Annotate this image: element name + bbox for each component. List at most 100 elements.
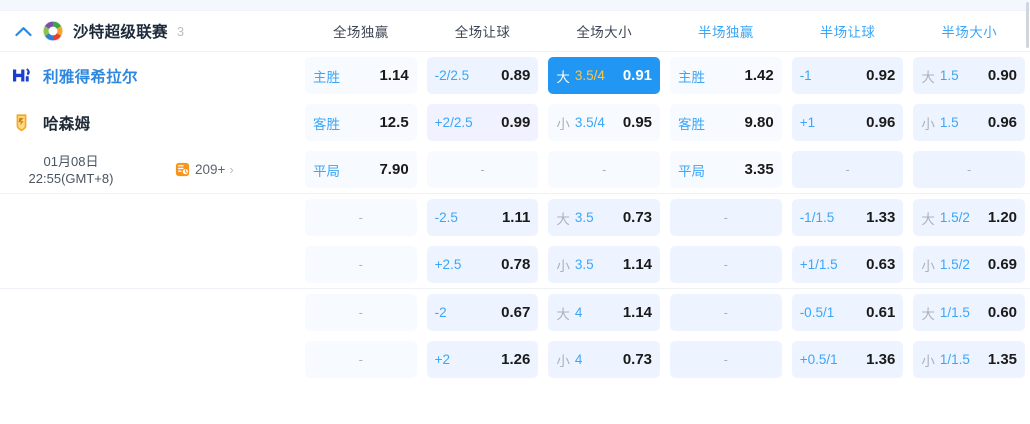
scrollbar-thumb[interactable] (1026, 2, 1029, 48)
odds-cell[interactable]: +2/2.5 0.99 (426, 104, 539, 141)
odds-cell[interactable]: 主胜 1.14 (305, 57, 417, 94)
odds-cell-slot: - (300, 341, 422, 378)
odds-line: 1.5 (939, 115, 959, 130)
odds-cell[interactable]: 客胜 9.80 (670, 104, 782, 141)
odds-label: 小 (556, 116, 570, 132)
spacer-row (11, 241, 300, 288)
tertiary-odds-grid: - -2 0.67 大 4 1.14- -0.5/1 0.61 大 1/1.5 0.60- +2 1.2… (300, 289, 1030, 383)
market-header-0[interactable]: 全场独赢 (333, 25, 389, 40)
odds-cell[interactable]: 小 3.5/4 0.95 (548, 104, 661, 141)
odds-label: -1/1.5 (799, 210, 835, 225)
odds-cell[interactable]: 小 1.5/2 0.69 (913, 246, 1026, 283)
odds-cell[interactable]: -2 0.67 (426, 294, 539, 331)
odds-cell[interactable]: +1/1.5 0.63 (791, 246, 904, 283)
odds-cell[interactable]: -2.5 1.11 (426, 199, 539, 236)
odds-cell[interactable]: -1/1.5 1.33 (791, 199, 904, 236)
odds-cell-slot: 平局 3.35 (665, 151, 787, 188)
odds-cell[interactable]: 大 1.5/2 1.20 (913, 199, 1026, 236)
odds-row: - +2 1.26 小 4 0.73- +0.5/1 1.36 小 1/1.5 1.35 (300, 336, 1030, 383)
odds-cell[interactable]: 大 3.5/4 0.91 (548, 57, 661, 94)
match-meta-row: 01月08日 22:55(GMT+8) 209+ (11, 146, 300, 193)
odds-cell[interactable]: 主胜 1.42 (670, 57, 782, 94)
odds-cell-empty: - (670, 199, 782, 236)
odds-label: 客胜 (313, 116, 340, 132)
market-header-5[interactable]: 半场大小 (941, 25, 997, 40)
odds-cell[interactable]: +2.5 0.78 (426, 246, 539, 283)
league-name[interactable]: 沙特超级联赛 (73, 24, 168, 41)
market-header-4[interactable]: 半场让球 (819, 25, 876, 40)
empty-dash: - (967, 162, 972, 177)
odds-cell-slot: 小 1/1.5 1.35 (908, 341, 1030, 378)
odds-cell[interactable]: 小 1.5 0.96 (913, 104, 1026, 141)
odds-row: - +2.5 0.78 小 3.5 1.14 - +1/1.5 0.63 小 1.5/2 0.69 (300, 241, 1030, 288)
odds-label: 大 (556, 211, 570, 227)
odds-cell[interactable]: -2/2.5 0.89 (426, 57, 539, 94)
odds-value: 0.61 (866, 304, 896, 321)
odds-value: 1.35 (987, 351, 1018, 368)
odds-cell[interactable]: +1 0.96 (791, 104, 904, 141)
chevron-up-icon[interactable] (10, 18, 36, 44)
odds-label: +2/2.5 (434, 115, 473, 130)
odds-cell[interactable]: 平局 3.35 (670, 151, 782, 188)
secondary-block: - -2.5 1.11 大 3.5 0.73 - -1/1.5 1.33 大 1.5/2 1.20 - +… (0, 193, 1030, 288)
odds-cell[interactable]: 大 1.5 0.90 (913, 57, 1026, 94)
odds-value: 0.92 (866, 67, 896, 84)
stats-count: 209+ (195, 162, 226, 177)
odds-cell[interactable]: 平局 7.90 (305, 151, 417, 188)
odds-value: 3.35 (744, 161, 774, 178)
match-stats-link[interactable]: 209+ › (175, 162, 234, 177)
market-header-3[interactable]: 半场独赢 (698, 25, 754, 40)
odds-line: 3.5/4 (574, 68, 605, 83)
odds-cell-slot: +0.5/1 1.36 (787, 341, 909, 378)
home-team[interactable]: 利雅得希拉尔 (11, 52, 300, 99)
odds-cell[interactable]: -0.5/1 0.61 (791, 294, 904, 331)
odds-cell-slot: - (787, 151, 909, 188)
odds-cell-slot: - (300, 294, 422, 331)
away-team[interactable]: 哈森姆 (11, 99, 300, 146)
odds-cell[interactable]: 大 1/1.5 0.60 (913, 294, 1026, 331)
odds-value: 1.33 (866, 209, 896, 226)
odds-value: 0.91 (622, 67, 653, 84)
odds-label: +1 (799, 115, 816, 130)
odds-cell-slot: 客胜 9.80 (665, 104, 787, 141)
odds-label: 大 (556, 69, 570, 85)
odds-cell[interactable]: 小 4 0.73 (548, 341, 661, 378)
empty-dash: - (723, 210, 729, 225)
empty-dash: - (723, 352, 729, 367)
odds-label: +0.5/1 (799, 352, 838, 367)
odds-label: 平局 (313, 163, 340, 179)
odds-value: 1.14 (622, 304, 653, 321)
primary-block: 利雅得希拉尔 哈森姆 01月08日 22:55(GMT+8) (0, 52, 1030, 193)
league-match-count: 3 (176, 23, 185, 39)
odds-value: 0.95 (622, 114, 653, 131)
odds-cell[interactable]: +2 1.26 (426, 341, 539, 378)
match-time: 22:55(GMT+8) (28, 170, 114, 186)
league-header-left: 沙特超级联赛 3 (0, 18, 300, 44)
odds-cell-empty: - (670, 294, 782, 331)
market-header-2[interactable]: 全场大小 (576, 25, 632, 40)
vertical-scrollbar[interactable] (1025, 0, 1030, 424)
odds-cell[interactable]: 大 4 1.14 (548, 294, 661, 331)
empty-dash: - (358, 305, 363, 320)
market-header-1[interactable]: 全场让球 (454, 25, 511, 40)
hilal-crest-icon (11, 65, 32, 86)
odds-value: 1.14 (622, 256, 653, 273)
odds-label: 大 (921, 69, 935, 85)
odds-cell[interactable]: -1 0.92 (791, 57, 904, 94)
odds-line: 1/1.5 (939, 352, 970, 367)
odds-cell[interactable]: 小 1/1.5 1.35 (913, 341, 1026, 378)
odds-cell[interactable]: 客胜 12.5 (305, 104, 417, 141)
odds-cell-slot: +2/2.5 0.99 (422, 104, 544, 141)
odds-value: 1.11 (501, 209, 531, 226)
odds-row: 主胜 1.14 -2/2.5 0.89 大 3.5/4 0.91 主胜 1.42 -1 0.92 大 1… (300, 52, 1030, 99)
odds-cell[interactable]: 小 3.5 1.14 (548, 246, 661, 283)
odds-cell-slot: 平局 7.90 (300, 151, 422, 188)
odds-cell[interactable]: +0.5/1 1.36 (791, 341, 904, 378)
odds-cell-slot: +2.5 0.78 (422, 246, 544, 283)
away-team-name: 哈森姆 (43, 115, 91, 133)
odds-cell-slot: 大 4 1.14 (543, 294, 665, 331)
odds-cell[interactable]: 大 3.5 0.73 (548, 199, 661, 236)
odds-line: 3.5 (574, 257, 594, 272)
secondary-odds-grid: - -2.5 1.11 大 3.5 0.73 - -1/1.5 1.33 大 1.5/2 1.20 - +… (300, 194, 1030, 288)
odds-label: 小 (556, 353, 570, 369)
